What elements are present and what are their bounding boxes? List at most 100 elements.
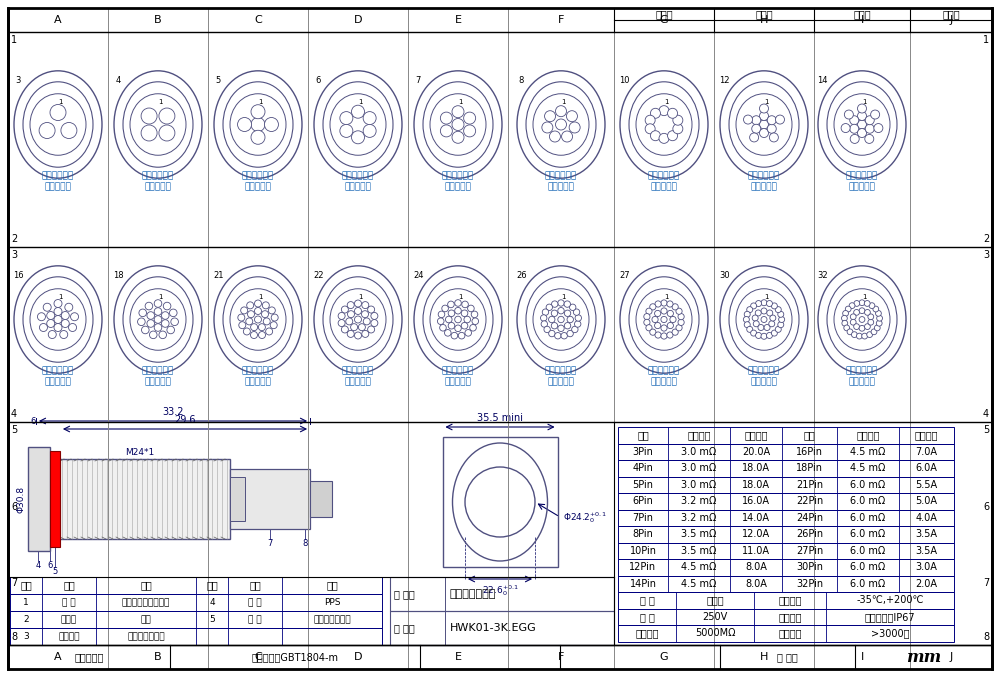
Circle shape	[340, 112, 353, 125]
Bar	[618, 592, 954, 609]
Text: 8Pin: 8Pin	[633, 529, 653, 540]
Text: 8: 8	[11, 632, 17, 642]
Circle shape	[569, 304, 576, 311]
Circle shape	[154, 300, 162, 307]
Text: 4: 4	[116, 76, 121, 85]
Text: 3.5 mΩ: 3.5 mΩ	[681, 546, 717, 556]
Text: 1: 1	[23, 598, 29, 607]
Text: 14: 14	[817, 76, 828, 85]
Circle shape	[775, 115, 784, 124]
Text: （插合时）IP67: （插合时）IP67	[865, 612, 915, 621]
Circle shape	[163, 302, 171, 310]
Text: 4: 4	[983, 409, 989, 419]
Bar	[618, 542, 954, 559]
Text: 32Pin: 32Pin	[796, 579, 823, 589]
Text: 芯 数: 芯 数	[640, 595, 654, 605]
Circle shape	[564, 301, 570, 307]
Text: 3.0 mΩ: 3.0 mΩ	[681, 463, 717, 473]
Text: H: H	[760, 15, 768, 25]
Circle shape	[362, 330, 369, 337]
Text: 4.5 mΩ: 4.5 mΩ	[850, 447, 886, 457]
Circle shape	[54, 315, 62, 324]
Circle shape	[347, 301, 354, 309]
Text: 1: 1	[765, 99, 769, 104]
Circle shape	[238, 314, 245, 321]
Bar	[618, 559, 954, 575]
Circle shape	[254, 307, 262, 315]
Bar	[618, 477, 954, 493]
Text: 日期：: 日期：	[853, 9, 871, 19]
Circle shape	[644, 320, 650, 326]
Circle shape	[154, 315, 162, 324]
Text: 30Pin: 30Pin	[796, 563, 823, 572]
Circle shape	[858, 129, 866, 137]
Text: 5: 5	[983, 425, 989, 435]
Circle shape	[661, 333, 667, 339]
Text: 母针芯焊接端: 母针芯焊接端	[242, 172, 274, 181]
Text: 六角联母: 六角联母	[58, 632, 80, 641]
Circle shape	[438, 311, 445, 318]
Circle shape	[572, 326, 578, 332]
Text: 2: 2	[11, 234, 17, 244]
Text: J: J	[949, 15, 953, 25]
Text: 250V: 250V	[702, 612, 728, 621]
Text: HWK01-3K.EGG: HWK01-3K.EGG	[450, 623, 537, 633]
Text: 母针芯焊接端: 母针芯焊接端	[42, 367, 74, 376]
Text: 焊接排序图: 焊接排序图	[751, 378, 777, 387]
Circle shape	[659, 133, 669, 144]
Text: 序号: 序号	[20, 580, 32, 590]
Circle shape	[858, 120, 866, 129]
Text: B: B	[154, 15, 162, 25]
Text: 焊接排序图: 焊接排序图	[651, 183, 677, 192]
Text: 22.6$^{+0.1}_{0}$: 22.6$^{+0.1}_{0}$	[482, 583, 518, 598]
Text: 焊接排序图: 焊接排序图	[345, 183, 371, 192]
Circle shape	[844, 110, 853, 119]
Text: 3.0A: 3.0A	[916, 563, 937, 572]
Text: 工作温度: 工作温度	[778, 595, 802, 605]
Circle shape	[752, 315, 758, 321]
Circle shape	[371, 313, 378, 320]
Circle shape	[440, 324, 446, 331]
Circle shape	[247, 311, 254, 318]
Circle shape	[159, 125, 175, 141]
Circle shape	[661, 316, 667, 323]
Circle shape	[841, 124, 850, 133]
Circle shape	[347, 311, 354, 318]
Text: 母针芯焊接端: 母针芯焊接端	[342, 367, 374, 376]
Text: 24Pin: 24Pin	[796, 512, 823, 523]
Circle shape	[442, 305, 448, 311]
Text: 26Pin: 26Pin	[796, 529, 823, 540]
Circle shape	[266, 328, 273, 335]
Text: 母针芯焊接端: 母针芯焊接端	[342, 172, 374, 181]
Text: 焊接排序图: 焊接排序图	[548, 183, 574, 192]
Circle shape	[468, 305, 474, 311]
Circle shape	[850, 116, 859, 125]
Text: 1: 1	[765, 294, 769, 299]
Text: 3: 3	[11, 250, 17, 260]
Text: 12.0A: 12.0A	[742, 529, 770, 540]
Circle shape	[254, 316, 262, 323]
Text: 20.0A: 20.0A	[742, 447, 770, 457]
Text: 6.0 mΩ: 6.0 mΩ	[850, 563, 886, 572]
Circle shape	[859, 326, 865, 331]
Circle shape	[844, 325, 850, 331]
Text: 批准：: 批准：	[942, 9, 960, 19]
Circle shape	[761, 300, 767, 306]
Circle shape	[650, 329, 656, 335]
Circle shape	[159, 108, 175, 124]
Bar	[310, 481, 332, 517]
Circle shape	[545, 111, 556, 122]
Circle shape	[744, 311, 750, 318]
Bar	[442, 437, 558, 567]
Circle shape	[251, 324, 258, 330]
Text: 14.0A: 14.0A	[742, 512, 770, 523]
Text: 16.0A: 16.0A	[742, 496, 770, 506]
Text: 5: 5	[209, 615, 215, 624]
Text: 焊接排序图: 焊接排序图	[651, 378, 677, 387]
Circle shape	[645, 115, 655, 125]
Circle shape	[440, 125, 452, 137]
Circle shape	[558, 300, 564, 306]
Circle shape	[779, 317, 785, 322]
Circle shape	[340, 125, 353, 137]
Bar	[618, 575, 954, 592]
